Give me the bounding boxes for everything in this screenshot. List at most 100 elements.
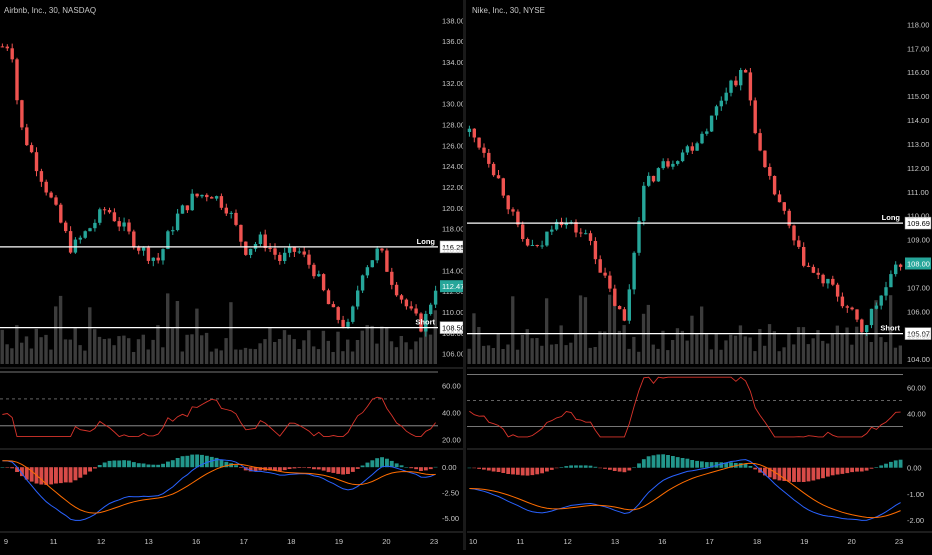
airbnb-macd-histogram-bar <box>39 467 44 485</box>
nike-candle-body <box>491 163 496 176</box>
airbnb-volume-bar <box>380 326 384 364</box>
airbnb-candle-body <box>88 228 92 232</box>
airbnb-volume-bar <box>355 340 360 364</box>
nike-time-tick: 18 <box>753 537 761 546</box>
nike-candle-body <box>584 233 588 235</box>
airbnb-candle-body <box>365 267 370 276</box>
airbnb-volume-bar <box>34 328 38 364</box>
airbnb-macd-histogram-bar <box>336 467 341 474</box>
airbnb-chart-title: Airbnb, Inc., 30, NASDAQ <box>4 6 96 15</box>
nike-candle-body <box>613 288 617 306</box>
nike-volume-bar <box>724 340 728 364</box>
nike-price-tick: 114.00 <box>907 116 929 125</box>
airbnb-price-tick: 124.00 <box>442 162 465 171</box>
airbnb-candle-body <box>102 209 107 211</box>
nike-macd-histogram-bar <box>835 467 840 475</box>
nike-price-axis[interactable]: 109.69 105.07 118.00 117.00 116.00 115.00 114.… <box>469 20 932 546</box>
airbnb-candle-body <box>429 304 433 314</box>
nike-price-tick: 104.00 <box>907 355 930 364</box>
airbnb-price-axis[interactable]: 116.25108.50138.00136.00134.00132.00130.… <box>4 16 465 546</box>
nike-volume-bar <box>874 300 878 364</box>
airbnb-macd-histogram-bar <box>433 466 438 468</box>
airbnb-macd-histogram-bar <box>170 460 175 468</box>
nike-volume-bar <box>758 329 762 364</box>
airbnb-candle-body <box>336 307 340 320</box>
nike-time-tick: 10 <box>469 537 477 546</box>
airbnb-macd-histogram-bar <box>268 467 273 471</box>
airbnb-chart-panel[interactable]: Long Short Airbnb, Inc., 30, NASDAQ 116.2… <box>0 6 465 546</box>
airbnb-price-tick: 106.00 <box>442 350 465 359</box>
airbnb-candle-body <box>68 231 73 253</box>
nike-volume-bar <box>530 338 534 364</box>
nike-volume-bar <box>598 331 602 364</box>
airbnb-candle-body <box>390 271 394 285</box>
nike-time-tick: 16 <box>658 537 666 546</box>
airbnb-volume-bar <box>389 341 394 364</box>
nike-macd-histogram-bar <box>477 467 481 469</box>
airbnb-candle-body <box>166 231 170 249</box>
airbnb-volume-bar <box>0 329 4 364</box>
nike-volume-bar <box>549 344 554 364</box>
airbnb-volume-bar <box>146 349 150 364</box>
airbnb-time-tick: 23 <box>430 537 438 546</box>
nike-chart-panel[interactable]: Long Short Nike, Inc., 30, NYSE 109.69 105… <box>467 6 932 546</box>
airbnb-volume-bar <box>107 338 111 364</box>
airbnb-volume-bar <box>312 346 316 364</box>
airbnb-candle-body <box>346 321 350 327</box>
airbnb-candle-body <box>331 304 336 308</box>
nike-macd-histogram-bar <box>612 467 617 471</box>
nike-volume-bar <box>564 345 568 364</box>
airbnb-time-tick: 17 <box>240 537 248 546</box>
airbnb-volume-bar <box>336 331 340 364</box>
airbnb-macd-histogram-bar <box>107 460 112 468</box>
nike-candle-body <box>651 175 656 182</box>
airbnb-macd-histogram-bar <box>209 456 214 468</box>
airbnb-candle-body <box>93 222 97 229</box>
airbnb-candle-body <box>112 212 117 222</box>
nike-macd-histogram-bar <box>559 467 564 468</box>
airbnb-volume-bar <box>170 328 175 364</box>
airbnb-candle-body <box>25 127 29 146</box>
nike-macd-histogram-bar <box>608 467 612 470</box>
nike-macd-histogram-bar <box>893 460 898 468</box>
nike-current-price-tag <box>905 257 931 270</box>
airbnb-price-tick: 136.00 <box>442 37 465 46</box>
nike-volume-bar <box>554 344 558 364</box>
airbnb-candle-body <box>190 193 194 211</box>
airbnb-volume-bar <box>112 345 116 364</box>
airbnb-candle-body <box>117 221 121 227</box>
airbnb-time-tick: 11 <box>50 537 58 546</box>
airbnb-candle-body <box>146 247 151 261</box>
airbnb-candle-body <box>273 248 277 255</box>
nike-candle-body <box>709 115 714 132</box>
nike-macd-histogram-bar <box>637 463 641 468</box>
nike-candle-body <box>743 70 748 73</box>
nike-macd-tick: 0.00 <box>907 464 922 473</box>
nike-candle-body <box>540 245 544 247</box>
airbnb-price-tick: 128.00 <box>442 121 465 130</box>
airbnb-macd-tick: 0.00 <box>442 463 457 472</box>
airbnb-candle-body <box>317 274 321 277</box>
airbnb-macd-histogram-bar <box>102 462 107 468</box>
airbnb-candle-body <box>29 145 34 153</box>
nike-signal-line <box>469 462 901 519</box>
nike-volume-bar <box>593 347 597 364</box>
panel-divider[interactable] <box>463 0 466 550</box>
airbnb-volume-bar <box>365 325 369 364</box>
airbnb-candle-body <box>321 274 326 291</box>
nike-candle-body <box>758 133 762 151</box>
nike-candle-body <box>719 100 723 107</box>
nike-macd-histogram-bar <box>864 467 869 471</box>
airbnb-volume-bar <box>385 327 389 364</box>
airbnb-candle-body <box>78 237 82 240</box>
nike-volume-bar <box>884 342 888 364</box>
nike-macd-histogram-bar <box>656 454 661 468</box>
nike-volume-bar <box>864 333 868 364</box>
airbnb-macd-histogram-bar <box>185 455 190 468</box>
airbnb-macd-histogram-bar <box>166 461 170 468</box>
nike-volume-bar <box>632 336 636 364</box>
airbnb-macd-histogram-bar <box>312 467 316 470</box>
airbnb-volume-bar <box>180 351 184 364</box>
nike-macd-histogram-bar <box>748 466 753 468</box>
airbnb-macd-histogram-bar <box>44 467 49 485</box>
